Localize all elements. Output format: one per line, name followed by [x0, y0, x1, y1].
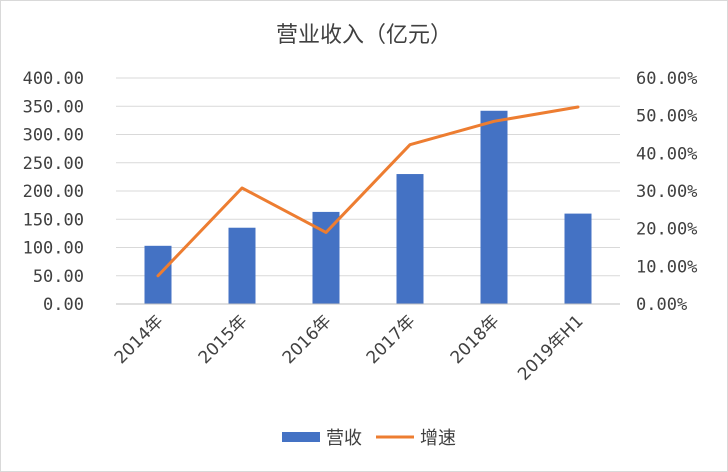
category-label: 2017年: [363, 311, 420, 368]
left-tick-label: 100.00: [23, 239, 84, 259]
growth-line-series: [156, 105, 580, 278]
revenue-bars: [144, 110, 592, 305]
category-labels: 2014年 2015年 2016年 2017年 2018年 2019年H1: [111, 311, 588, 384]
chart-title: 营业收入（亿元）: [276, 23, 452, 48]
right-tick-label: 60.00%: [636, 69, 697, 89]
right-tick-label: 40.00%: [636, 144, 697, 164]
category-label: 2019年H1: [514, 311, 587, 384]
right-tick-label: 30.00%: [636, 182, 697, 202]
left-tick-label: 200.00: [23, 182, 84, 202]
left-tick-label: 350.00: [23, 97, 84, 117]
category-label: 2015年: [195, 311, 252, 368]
legend-growth-label: 增速: [420, 428, 456, 449]
right-tick-label: 0.00%: [636, 295, 687, 315]
right-axis-ticks: 0.00% 10.00% 20.00% 30.00% 40.00% 50.00% 60.00…: [636, 69, 697, 315]
left-tick-label: 150.00: [23, 210, 84, 230]
category-label: 2018年: [447, 311, 504, 368]
gridlines: [116, 77, 620, 277]
revenue-bar: [480, 110, 508, 305]
legend-revenue-swatch: [282, 432, 320, 442]
category-label: 2016年: [279, 311, 336, 368]
left-tick-label: 300.00: [23, 126, 84, 146]
left-tick-label: 400.00: [23, 69, 84, 89]
right-tick-label: 50.00%: [636, 107, 697, 127]
right-tick-label: 10.00%: [636, 257, 697, 277]
legend-revenue-label: 营收: [326, 428, 362, 449]
left-tick-label: 50.00: [33, 267, 84, 287]
left-tick-label: 250.00: [23, 154, 84, 174]
growth-line: [156, 105, 580, 278]
revenue-bar: [564, 213, 592, 304]
right-tick-label: 20.00%: [636, 220, 697, 240]
revenue-bar: [312, 211, 340, 304]
left-axis-ticks: 0.00 50.00 100.00 150.00 200.00 250.00 300.00 3…: [23, 69, 84, 315]
left-tick-label: 0.00: [43, 295, 84, 315]
revenue-bar: [396, 174, 424, 304]
legend: 营收 增速: [282, 428, 456, 449]
category-label: 2014年: [111, 311, 168, 368]
revenue-bar: [228, 227, 256, 304]
